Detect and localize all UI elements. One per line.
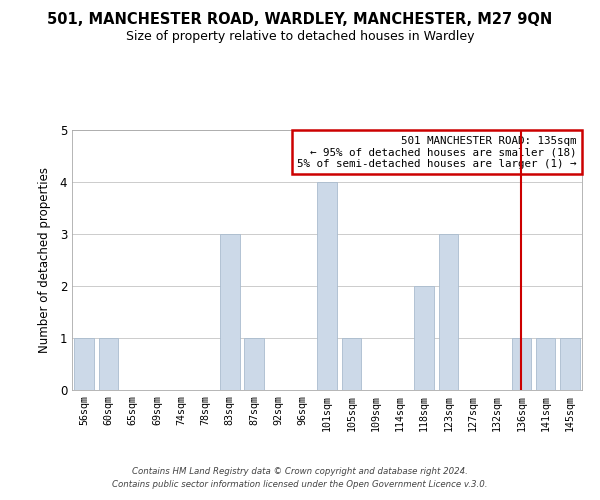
Text: 501, MANCHESTER ROAD, WARDLEY, MANCHESTER, M27 9QN: 501, MANCHESTER ROAD, WARDLEY, MANCHESTE… [47, 12, 553, 28]
Bar [317, 182, 337, 390]
Bar [560, 338, 580, 390]
Bar [99, 338, 118, 390]
Bar [74, 338, 94, 390]
Bar [512, 338, 531, 390]
Bar [220, 234, 239, 390]
Text: Size of property relative to detached houses in Wardley: Size of property relative to detached ho… [126, 30, 474, 43]
Bar [439, 234, 458, 390]
Bar [415, 286, 434, 390]
Bar [536, 338, 555, 390]
Text: 501 MANCHESTER ROAD: 135sqm
← 95% of detached houses are smaller (18)
5% of semi: 501 MANCHESTER ROAD: 135sqm ← 95% of det… [297, 136, 577, 169]
Bar [244, 338, 264, 390]
Text: Contains HM Land Registry data © Crown copyright and database right 2024.
Contai: Contains HM Land Registry data © Crown c… [112, 467, 488, 489]
Y-axis label: Number of detached properties: Number of detached properties [38, 167, 52, 353]
Bar [341, 338, 361, 390]
